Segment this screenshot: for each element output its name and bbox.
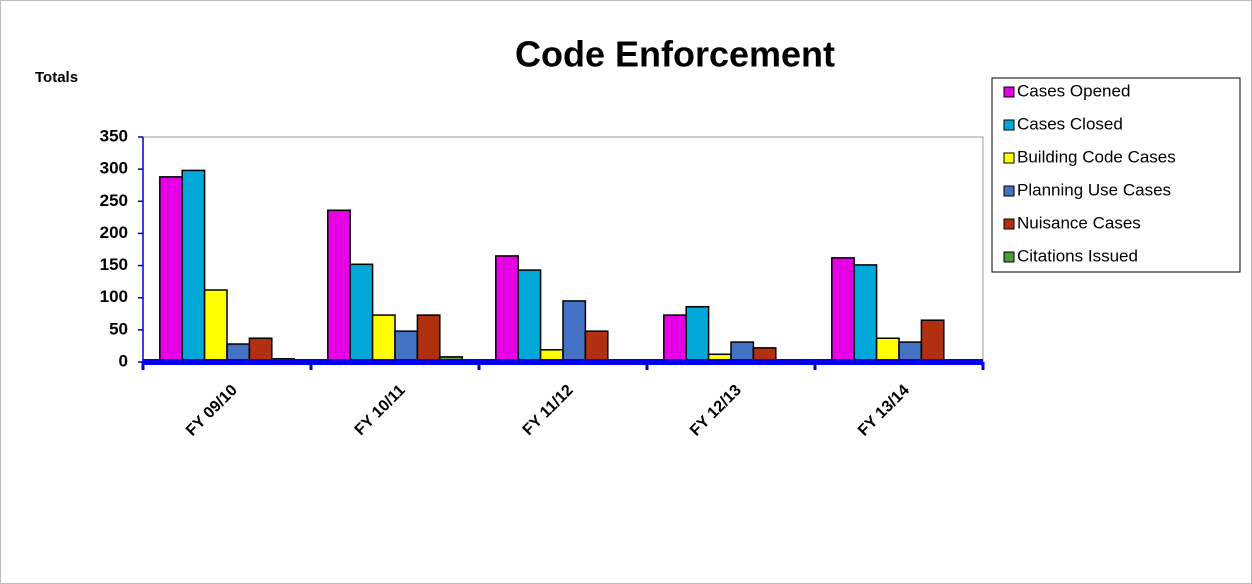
y-tick-label: 200 bbox=[100, 223, 128, 242]
legend-swatch bbox=[1003, 152, 1015, 164]
bar bbox=[416, 314, 441, 363]
legend-swatch bbox=[1003, 119, 1015, 131]
bar bbox=[875, 337, 900, 363]
y-tick-label: 300 bbox=[100, 159, 128, 178]
y-tick-label: 100 bbox=[100, 287, 128, 306]
legend-swatch bbox=[1003, 218, 1015, 230]
bar bbox=[663, 314, 687, 363]
legend-swatch bbox=[1003, 185, 1015, 197]
bar bbox=[562, 300, 587, 363]
bar bbox=[203, 289, 228, 363]
y-tick-label: 0 bbox=[119, 351, 128, 370]
bar bbox=[181, 169, 206, 363]
y-tick-label: 50 bbox=[109, 319, 128, 338]
bar bbox=[517, 269, 542, 363]
bar bbox=[371, 314, 396, 363]
bar bbox=[327, 209, 351, 363]
legend-label: Cases Closed bbox=[1017, 114, 1123, 133]
legend-label: Building Code Cases bbox=[1017, 147, 1176, 166]
y-axis-title: Totals bbox=[35, 69, 78, 86]
legend-swatch bbox=[1003, 86, 1015, 98]
bar bbox=[349, 263, 374, 363]
legend-label: Planning Use Cases bbox=[1017, 180, 1171, 199]
bar bbox=[920, 319, 945, 363]
bar bbox=[831, 257, 855, 363]
bar bbox=[248, 337, 273, 363]
legend-label: Cases Opened bbox=[1017, 81, 1130, 100]
legend-label: Nuisance Cases bbox=[1017, 213, 1141, 232]
bar bbox=[495, 255, 519, 363]
chart-title: Code Enforcement bbox=[515, 34, 835, 75]
bar bbox=[584, 330, 609, 363]
legend bbox=[991, 77, 1241, 273]
y-tick-label: 150 bbox=[100, 255, 128, 274]
legend-label: Citations Issued bbox=[1017, 246, 1138, 265]
legend-swatch bbox=[1003, 251, 1015, 263]
bar bbox=[394, 330, 419, 363]
y-tick-label: 250 bbox=[100, 191, 128, 210]
bar bbox=[685, 305, 710, 363]
bar bbox=[159, 176, 183, 363]
bar bbox=[853, 264, 878, 363]
y-tick-label: 350 bbox=[100, 126, 128, 145]
